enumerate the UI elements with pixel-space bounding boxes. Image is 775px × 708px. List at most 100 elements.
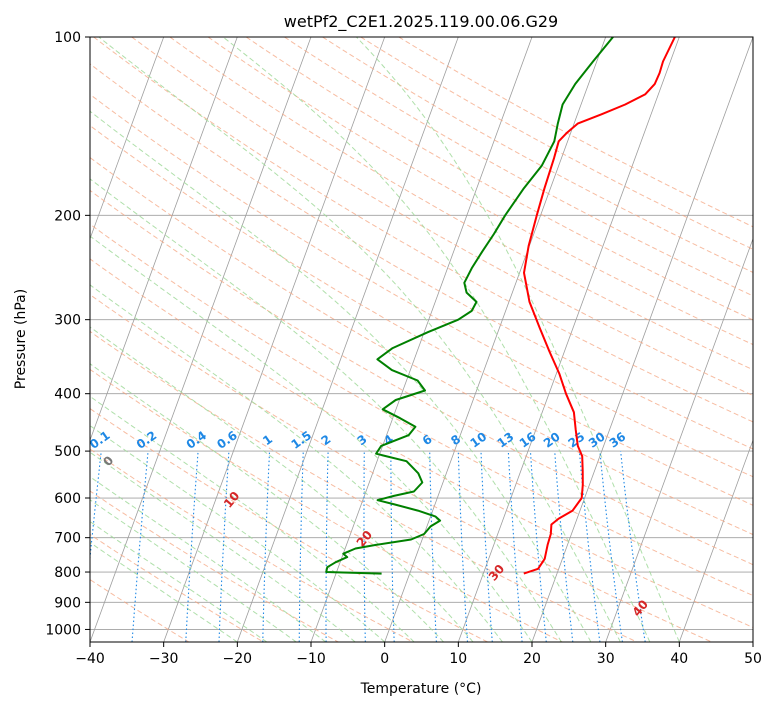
dry-adiabat-line <box>90 533 264 642</box>
y-tick-label: 500 <box>54 444 81 460</box>
dry-adiabat-line <box>90 448 414 642</box>
isotherm-line <box>90 37 238 442</box>
x-axis-ticks: −40 −30 −20 −10 0 10 20 30 40 50 <box>75 642 762 667</box>
dry-adiabat-line <box>90 407 488 642</box>
temperature-profile-line <box>523 37 676 575</box>
mixing-ratio-label: 16 <box>517 429 539 450</box>
y-tick-label: 900 <box>54 595 81 611</box>
x-tick-label: −40 <box>75 651 105 667</box>
dry-adiabat-line <box>90 189 753 566</box>
y-tick-label: 1000 <box>45 622 81 638</box>
y-tick-label: 100 <box>54 30 81 46</box>
y-axis-ticks: 100 200 300 400 500 600 700 800 900 1000 <box>45 30 90 638</box>
isotherm-line <box>236 37 459 642</box>
y-tick-label: 300 <box>54 313 81 329</box>
moist-adiabat-line <box>90 178 562 642</box>
moist-adiabat-line <box>222 37 651 642</box>
mixing-ratio-label: 0.2 <box>134 428 159 452</box>
dry-adiabat-line <box>90 368 563 642</box>
mixing-ratio-label: 6 <box>420 432 435 448</box>
dry-adiabat-label: 30 <box>486 562 507 584</box>
dry-adiabat-line <box>90 294 712 642</box>
mixing-ratio-line <box>90 451 102 563</box>
mixing-ratio-line <box>480 451 493 642</box>
isotherm-line <box>90 37 312 642</box>
dry-adiabat-line <box>90 330 638 642</box>
chart-title: wetPf2_C2E1.2025.119.00.06.G29 <box>284 12 558 32</box>
dry-adiabat-label: -10 <box>3 425 28 451</box>
mixing-ratio-line <box>429 451 437 642</box>
mixing-ratio-line <box>507 451 523 642</box>
moist-adiabat-line <box>90 476 326 642</box>
mixing-ratio-line <box>325 451 329 642</box>
isotherm-line <box>457 37 680 642</box>
dry-adiabat-label: 0 <box>100 453 116 468</box>
y-tick-label: 400 <box>54 387 81 403</box>
dry-adiabat-line <box>398 37 753 228</box>
moist-adiabat-line <box>90 395 415 642</box>
mixing-ratio-label: 10 <box>468 429 490 450</box>
mixing-ratio-label: 1 <box>260 432 275 448</box>
mixing-ratio-line <box>457 451 469 642</box>
mixing-ratio-label: 20 <box>541 429 563 450</box>
mixing-ratio-line <box>218 451 230 642</box>
background-lines <box>90 37 753 642</box>
dry-adiabat-line <box>90 490 339 642</box>
mixing-ratio-label: 30 <box>586 429 608 450</box>
mixing-ratio-line <box>578 451 601 642</box>
moist-adiabat-line <box>90 451 356 642</box>
mixing-ratio-label: 3 <box>355 432 370 448</box>
mixing-ratio-label: 13 <box>495 429 517 450</box>
x-tick-label: 10 <box>449 651 467 667</box>
dry-adiabat-line <box>90 578 190 642</box>
x-tick-label: 40 <box>670 651 688 667</box>
mixing-ratio-line <box>554 451 574 642</box>
moist-adiabat-line <box>90 499 297 642</box>
dry-adiabat-line <box>207 37 753 346</box>
dry-adiabat-line <box>90 156 753 536</box>
dry-adiabat-line <box>245 37 753 321</box>
isotherm-line <box>531 37 753 642</box>
moist-adiabat-line <box>90 424 386 642</box>
mixing-ratio-label: 0.4 <box>184 428 209 452</box>
x-tick-label: −30 <box>149 651 179 667</box>
mixing-ratio-label: 36 <box>607 429 629 450</box>
mixing-ratio-label: 0.6 <box>214 428 239 452</box>
y-tick-label: 800 <box>54 565 81 581</box>
mixing-ratio-line <box>529 451 547 642</box>
isotherm-line <box>752 640 753 642</box>
isotherm-line <box>605 237 753 642</box>
isotherm-line <box>678 439 753 642</box>
mixing-ratio-line <box>131 451 149 642</box>
moist-adiabat-line <box>98 37 621 642</box>
x-axis-label: Temperature (°C) <box>360 681 482 697</box>
moist-adiabat-line <box>356 37 680 642</box>
y-tick-label: 600 <box>54 491 81 507</box>
x-tick-label: 20 <box>523 651 541 667</box>
isoline-labels: 0.10.20.40.611.52346810131620253036-100-… <box>3 425 651 619</box>
dewpoint-profile-line <box>325 37 614 575</box>
isotherm-line <box>384 37 607 642</box>
moist-adiabat-line <box>90 284 503 642</box>
y-tick-label: 200 <box>54 208 81 224</box>
y-axis-label: Pressure (hPa) <box>13 289 29 389</box>
dry-adiabat-line <box>284 37 753 297</box>
mixing-ratio-label: 0.1 <box>87 428 112 452</box>
isotherm-line <box>163 37 386 642</box>
dry-adiabat-label: 10 <box>221 489 242 511</box>
moist-adiabat-line <box>90 541 238 642</box>
x-tick-label: −10 <box>296 651 326 667</box>
mixing-ratio-line <box>390 451 395 642</box>
dry-adiabat-line <box>131 37 753 397</box>
x-tick-label: 0 <box>380 651 389 667</box>
isotherm-line <box>90 37 165 240</box>
dry-adiabat-line <box>93 37 753 423</box>
x-tick-label: −20 <box>223 651 253 667</box>
y-tick-label: 700 <box>54 531 81 547</box>
mixing-ratio-label: 2 <box>319 432 334 448</box>
dry-adiabat-label: 40 <box>630 597 651 619</box>
dry-adiabat-line <box>90 63 753 450</box>
dry-adiabat-line <box>90 223 753 597</box>
moist-adiabat-line <box>90 326 474 642</box>
